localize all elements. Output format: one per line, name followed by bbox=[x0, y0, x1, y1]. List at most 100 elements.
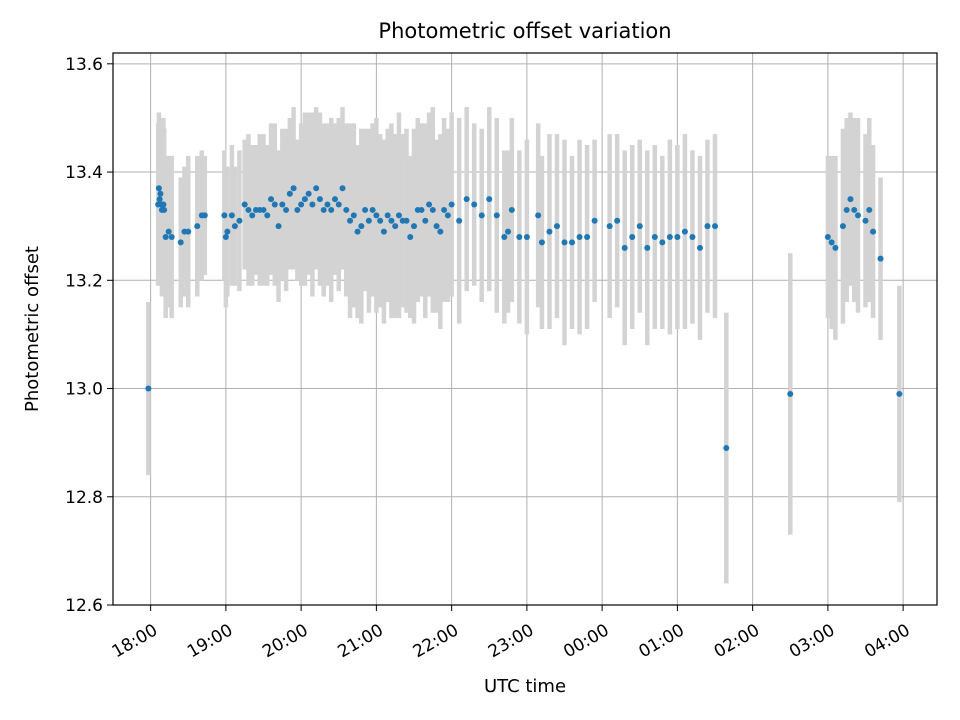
data-point bbox=[553, 223, 560, 230]
data-point bbox=[403, 217, 410, 224]
data-point bbox=[486, 196, 493, 203]
data-point bbox=[347, 217, 354, 224]
data-point bbox=[681, 228, 688, 235]
data-point bbox=[283, 206, 290, 213]
data-point bbox=[418, 206, 425, 213]
data-point bbox=[339, 185, 346, 192]
data-point bbox=[636, 223, 643, 230]
data-point bbox=[301, 196, 308, 203]
data-point bbox=[316, 196, 323, 203]
data-point bbox=[411, 223, 418, 230]
data-point bbox=[313, 185, 320, 192]
data-point bbox=[350, 212, 357, 219]
y-axis-ticks: 12.6 12.8 13.0 13.2 13.4 13.6 bbox=[65, 55, 113, 616]
data-point bbox=[268, 196, 275, 203]
data-point bbox=[228, 212, 235, 219]
data-point bbox=[155, 185, 162, 192]
data-point bbox=[380, 228, 387, 235]
y-tick-label: 12.6 bbox=[65, 596, 103, 616]
data-point bbox=[388, 217, 395, 224]
data-point bbox=[264, 212, 271, 219]
data-point bbox=[851, 206, 858, 213]
x-axis-label: UTC time bbox=[484, 676, 566, 697]
data-point bbox=[854, 212, 861, 219]
data-point bbox=[161, 206, 168, 213]
data-point bbox=[392, 223, 399, 230]
data-point bbox=[395, 212, 402, 219]
data-point bbox=[896, 390, 903, 397]
data-point bbox=[157, 190, 164, 197]
data-point bbox=[828, 239, 835, 246]
data-point bbox=[309, 201, 316, 208]
data-point bbox=[324, 201, 331, 208]
data-point bbox=[505, 228, 512, 235]
data-point bbox=[328, 206, 335, 213]
data-point bbox=[194, 223, 201, 230]
data-point bbox=[177, 239, 184, 246]
data-point bbox=[441, 206, 448, 213]
data-point bbox=[569, 239, 576, 246]
data-point bbox=[222, 234, 229, 240]
data-point bbox=[862, 217, 869, 224]
data-point bbox=[493, 212, 500, 219]
data-point bbox=[561, 239, 568, 246]
y-tick-label: 13.2 bbox=[65, 271, 103, 291]
data-point bbox=[185, 228, 192, 235]
data-point bbox=[249, 212, 256, 219]
data-point bbox=[236, 217, 243, 224]
data-point bbox=[354, 228, 361, 235]
data-point bbox=[168, 234, 175, 240]
data-point bbox=[576, 234, 583, 240]
data-point bbox=[275, 223, 282, 230]
data-point bbox=[847, 196, 854, 203]
data-points bbox=[145, 185, 903, 452]
data-point bbox=[614, 217, 621, 224]
data-point bbox=[429, 206, 436, 213]
data-point bbox=[377, 217, 384, 224]
data-point bbox=[224, 228, 231, 235]
data-point bbox=[320, 206, 327, 213]
data-point bbox=[621, 244, 628, 251]
y-axis-label: Photometric offset bbox=[22, 246, 43, 412]
plot-frame bbox=[112, 52, 938, 606]
data-point bbox=[331, 196, 338, 203]
data-point bbox=[787, 390, 794, 397]
data-point bbox=[260, 206, 267, 213]
data-point bbox=[305, 190, 312, 197]
data-point bbox=[546, 228, 553, 235]
data-point bbox=[286, 190, 293, 197]
data-point bbox=[422, 217, 429, 224]
data-point bbox=[659, 239, 666, 246]
data-point bbox=[471, 201, 478, 208]
data-point bbox=[591, 217, 598, 224]
data-point bbox=[165, 228, 172, 235]
data-point bbox=[294, 206, 301, 213]
data-point bbox=[290, 185, 297, 192]
data-point bbox=[384, 212, 391, 219]
data-point bbox=[696, 244, 703, 251]
data-point bbox=[162, 234, 169, 240]
data-point bbox=[689, 234, 696, 240]
data-point bbox=[343, 206, 350, 213]
data-point bbox=[516, 234, 523, 240]
data-point bbox=[870, 228, 877, 235]
data-point bbox=[362, 206, 369, 213]
data-point bbox=[535, 212, 542, 219]
data-point bbox=[279, 201, 286, 208]
data-point bbox=[877, 255, 884, 262]
data-point bbox=[444, 212, 451, 219]
data-point bbox=[478, 212, 485, 219]
data-point bbox=[843, 206, 850, 213]
data-point bbox=[824, 234, 831, 240]
data-point bbox=[407, 234, 414, 240]
data-point bbox=[723, 445, 730, 452]
data-point bbox=[651, 234, 658, 240]
data-point bbox=[231, 223, 238, 230]
data-point bbox=[866, 206, 873, 213]
y-tick-label: 13.6 bbox=[65, 55, 103, 75]
data-point bbox=[433, 223, 440, 230]
data-point bbox=[644, 244, 651, 251]
data-point bbox=[448, 201, 455, 208]
